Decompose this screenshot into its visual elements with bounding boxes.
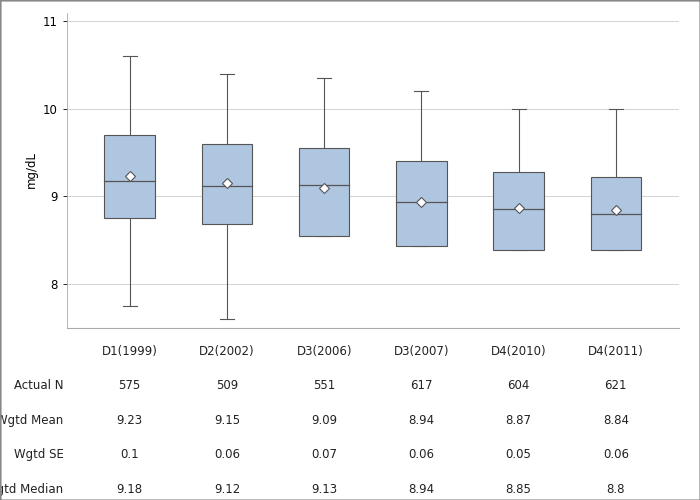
Text: 8.8: 8.8: [607, 483, 625, 496]
Text: 0.06: 0.06: [603, 448, 629, 461]
Text: 0.06: 0.06: [408, 448, 435, 461]
Text: 509: 509: [216, 380, 238, 392]
Text: 9.18: 9.18: [117, 483, 143, 496]
Text: D4(2010): D4(2010): [491, 345, 547, 358]
Text: 0.1: 0.1: [120, 448, 139, 461]
Bar: [104, 135, 155, 218]
Text: 8.84: 8.84: [603, 414, 629, 427]
Y-axis label: mg/dL: mg/dL: [25, 152, 38, 188]
Bar: [202, 144, 252, 224]
Text: 9.23: 9.23: [117, 414, 143, 427]
Text: 9.13: 9.13: [311, 483, 337, 496]
Text: 0.07: 0.07: [311, 448, 337, 461]
Text: 9.15: 9.15: [214, 414, 240, 427]
Text: Actual N: Actual N: [14, 380, 64, 392]
Text: Wgtd Mean: Wgtd Mean: [0, 414, 64, 427]
Bar: [396, 161, 447, 246]
Text: D2(2002): D2(2002): [199, 345, 255, 358]
Text: 8.87: 8.87: [505, 414, 531, 427]
Text: 551: 551: [313, 380, 335, 392]
Text: D3(2007): D3(2007): [393, 345, 449, 358]
Text: 0.06: 0.06: [214, 448, 240, 461]
Text: 8.85: 8.85: [505, 483, 531, 496]
Text: D3(2006): D3(2006): [296, 345, 352, 358]
Text: 617: 617: [410, 380, 433, 392]
Text: 8.94: 8.94: [408, 414, 435, 427]
Text: 9.12: 9.12: [214, 483, 240, 496]
Text: 9.09: 9.09: [311, 414, 337, 427]
Text: Wgtd SE: Wgtd SE: [13, 448, 64, 461]
Text: 575: 575: [118, 380, 141, 392]
Bar: [494, 172, 544, 250]
Text: Wgtd Median: Wgtd Median: [0, 483, 64, 496]
Bar: [591, 177, 641, 250]
Text: D1(1999): D1(1999): [102, 345, 158, 358]
Text: D4(2011): D4(2011): [588, 345, 644, 358]
Text: 8.94: 8.94: [408, 483, 435, 496]
Text: 621: 621: [605, 380, 627, 392]
Text: 604: 604: [508, 380, 530, 392]
Bar: [299, 148, 349, 236]
Text: 0.05: 0.05: [505, 448, 531, 461]
